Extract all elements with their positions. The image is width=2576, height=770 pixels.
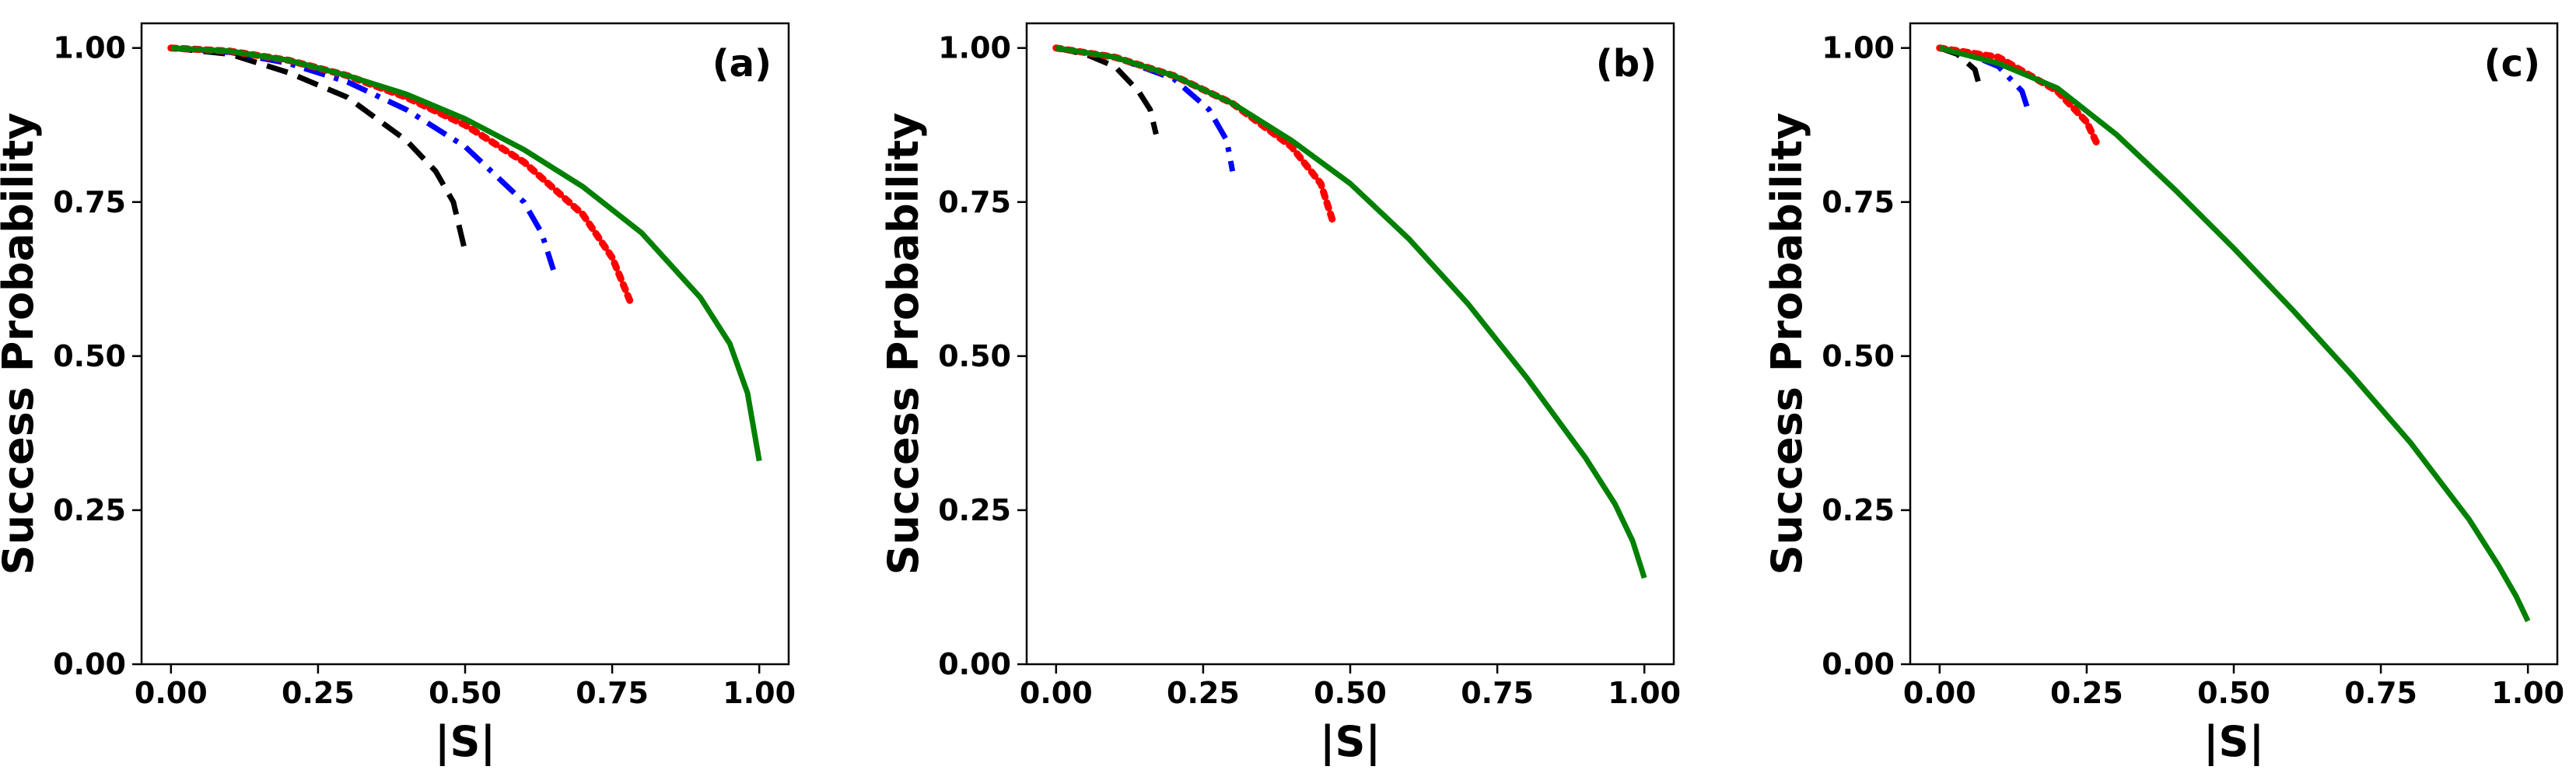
y-tick-label: 0.00	[53, 647, 126, 681]
x-tick-label: 0.25	[282, 676, 355, 710]
y-tick-label: 0.50	[53, 339, 126, 373]
x-tick-label: 0.75	[2344, 676, 2417, 710]
x-tick-label: 0.25	[1167, 676, 1240, 710]
x-tick-label: 1.00	[2491, 676, 2564, 710]
y-tick-label: 0.50	[1822, 339, 1895, 373]
x-tick-label: 1.00	[723, 676, 796, 710]
y-axis-title: Success Probability	[1762, 113, 1811, 576]
x-tick-label: 0.00	[1020, 676, 1093, 710]
chart-panel-2: 0.00 0.25 0.50 0.75 1.00 0.00 0.25 0.50 0.75 1.00…	[879, 22, 1681, 766]
y-tick-label: 0.25	[53, 493, 126, 527]
series-line-3	[1936, 44, 2102, 150]
x-tick-label: 0.75	[1461, 676, 1534, 710]
series-line-4	[170, 45, 762, 462]
y-tick-label: 0.75	[938, 185, 1011, 219]
y-axis-title: Success Probability	[879, 113, 928, 576]
x-axis-title: |S|	[2203, 717, 2264, 766]
x-tick-label: 0.50	[1314, 676, 1387, 710]
x-axis-title: |S|	[1320, 717, 1381, 766]
y-tick-label: 0.50	[938, 339, 1011, 373]
x-tick-label: 0.75	[576, 676, 649, 710]
panel-label: (c)	[2484, 42, 2540, 86]
y-tick-label: 0.00	[1822, 647, 1895, 681]
y-tick-label: 1.00	[53, 31, 126, 65]
panel-label: (a)	[712, 42, 772, 86]
x-tick-label: 0.50	[429, 676, 502, 710]
y-tick-label: 1.00	[938, 31, 1011, 65]
y-tick-label: 0.75	[53, 185, 126, 219]
plot-frame	[1909, 22, 2559, 666]
chart-panel-1: 0.00 0.25 0.50 0.75 1.00 0.00 0.25 0.50 0.75 1.00…	[0, 22, 796, 766]
x-tick-label: 0.00	[135, 676, 208, 710]
series-line-1	[1055, 45, 1159, 135]
series-line-1	[170, 45, 468, 253]
chart-panel-3: 0.00 0.25 0.50 0.75 1.00 0.00 0.25 0.50 0.75 1.00…	[1762, 22, 2564, 766]
plot-frame	[1025, 22, 1675, 666]
series-line-4	[1055, 45, 1647, 579]
x-tick-label: 0.25	[2050, 676, 2123, 710]
panel-label: (b)	[1596, 42, 1657, 86]
y-tick-label: 0.00	[938, 647, 1011, 681]
series-line-4	[1938, 45, 2531, 623]
y-tick-label: 0.25	[1822, 493, 1895, 527]
y-tick-label: 1.00	[1822, 31, 1895, 65]
series-line-3	[1052, 44, 1336, 224]
y-axis-title: Success Probability	[0, 113, 43, 576]
x-tick-label: 0.00	[1903, 676, 1976, 710]
x-tick-label: 1.00	[1608, 676, 1681, 710]
x-axis-title: |S|	[435, 717, 495, 766]
y-tick-label: 0.75	[1822, 185, 1895, 219]
x-tick-label: 0.50	[2197, 676, 2270, 710]
y-tick-label: 0.25	[938, 493, 1011, 527]
